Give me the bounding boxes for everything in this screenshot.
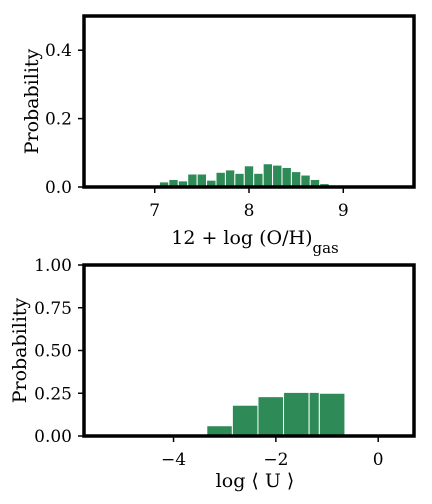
- x-tick-label: 8: [244, 201, 255, 221]
- y-tick-label: 1.00: [34, 256, 72, 276]
- y-axis-label: Probability: [21, 48, 43, 154]
- histogram-bar: [253, 172, 264, 188]
- histogram-bar: [318, 392, 346, 437]
- histogram-bar: [308, 391, 320, 437]
- metallicity-histogram-panel: 0.0 0.2 0.4 7 8 9 Probability 12 + log (O/H)gas: [21, 14, 416, 257]
- y-tick-label: 0.4: [45, 41, 72, 61]
- x-tick-label: −4: [161, 450, 186, 470]
- histogram-bar: [281, 167, 292, 188]
- histogram-bar: [272, 164, 283, 188]
- x-tick-label: 9: [338, 201, 349, 221]
- y-tick-label: 0.50: [34, 342, 72, 362]
- histogram-bar: [215, 171, 226, 188]
- histogram-bar: [257, 396, 285, 437]
- histogram-bar: [224, 169, 236, 188]
- y-tick-label: 0.75: [34, 299, 72, 319]
- histogram-bar: [243, 165, 255, 188]
- histogram-bar: [300, 174, 311, 188]
- y-tick-label: 0.25: [34, 384, 72, 404]
- y-tick-label: 0.0: [45, 178, 72, 198]
- histogram-bar: [262, 163, 274, 188]
- y-tick-label: 0.2: [45, 110, 72, 130]
- histogram-bar: [283, 391, 310, 437]
- x-axis-label: log ⟨ U ⟩: [216, 470, 295, 492]
- histogram-bar: [187, 173, 198, 188]
- histogram-bar: [231, 404, 259, 437]
- y-tick-label: 0.00: [34, 427, 72, 447]
- x-tick-label: 0: [373, 450, 384, 470]
- plot-frame: [82, 14, 416, 189]
- x-axis-label: 12 + log (O/H)gas: [171, 227, 339, 257]
- x-axis-label-subscript: gas: [313, 239, 339, 257]
- histogram-bar: [234, 172, 245, 188]
- ionization-histogram-panel: 0.00 0.25 0.50 0.75 1.00 −4 −2 0 Probability log …: [9, 256, 416, 492]
- x-tick-label: −2: [263, 450, 288, 470]
- histogram-bar: [290, 171, 302, 188]
- histogram-bar: [196, 173, 208, 188]
- y-axis-label: Probability: [9, 297, 31, 403]
- x-tick-label: 7: [149, 201, 160, 221]
